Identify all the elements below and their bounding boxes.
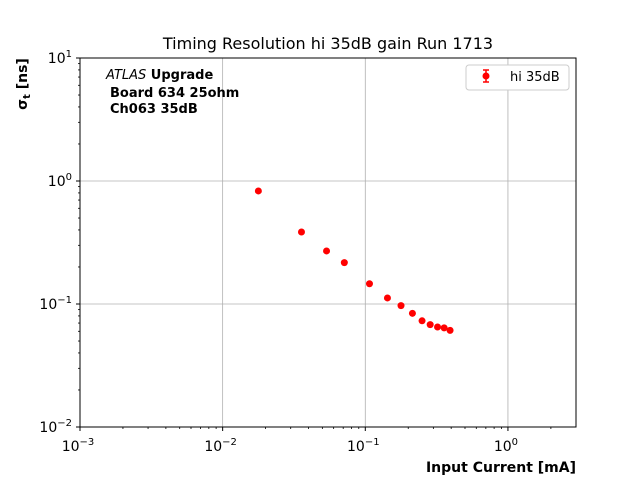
data-point	[365, 280, 373, 288]
data-point	[434, 323, 442, 331]
atlas-annotation: ATLAS Upgrade Board 634 25ohm Ch063 35dB	[105, 68, 239, 117]
x-tick-label-exponent: −1	[365, 437, 380, 448]
data-point	[418, 317, 426, 325]
data-point	[408, 309, 416, 317]
y-tick-label-base: 10	[39, 420, 57, 436]
points-layer	[254, 187, 454, 334]
annotation-line-1: ATLAS Upgrade	[105, 68, 213, 83]
data-point	[426, 321, 434, 329]
annotation-line-2: Board 634 25ohm	[110, 86, 239, 101]
x-tick-label: 100	[494, 437, 518, 455]
y-tick-label-base: 10	[48, 174, 66, 190]
data-point	[446, 326, 454, 334]
data-point	[297, 228, 305, 236]
data-point	[323, 247, 331, 255]
x-tick-label: 10−2	[204, 437, 237, 455]
y-tick-label-exponent: 1	[66, 49, 72, 60]
y-axis-label-subscript: t	[22, 94, 33, 99]
data-point	[254, 187, 262, 195]
x-tick-label-base: 10	[347, 439, 365, 455]
legend-label: hi 35dB	[510, 70, 560, 85]
y-tick-label: 101	[48, 49, 72, 67]
legend-marker	[482, 72, 490, 80]
x-tick-label: 10−3	[62, 437, 95, 455]
annotation-upgrade: Upgrade	[146, 68, 213, 83]
legend: hi 35dB	[465, 64, 570, 91]
plot-frame	[79, 57, 577, 428]
data-point	[340, 259, 348, 267]
annotation-atlas: ATLAS	[105, 68, 146, 83]
y-tick-label-exponent: 0	[66, 172, 72, 183]
data-point	[383, 294, 391, 302]
x-tick-label-base: 10	[204, 439, 222, 455]
y-tick-label: 10−2	[39, 418, 72, 436]
y-axis-label-unit: [ns]	[15, 58, 31, 94]
x-tick-label: 10−1	[347, 437, 380, 455]
y-tick-label-base: 10	[48, 51, 66, 67]
grid-layer	[80, 58, 576, 427]
legend-box	[465, 64, 570, 91]
data-point	[440, 324, 448, 332]
y-axis-label: σt [ns]	[15, 58, 33, 110]
x-tick-label-exponent: −2	[222, 437, 237, 448]
x-tick-label-base: 10	[62, 439, 80, 455]
data-point	[397, 302, 405, 310]
x-axis-label: Input Current [mA]	[426, 460, 576, 476]
x-tick-label-exponent: 0	[512, 437, 518, 448]
y-tick-label: 100	[48, 172, 72, 190]
y-tick-label-exponent: −1	[57, 295, 72, 306]
annotation-line-3: Ch063 35dB	[110, 102, 198, 117]
chart-title: Timing Resolution hi 35dB gain Run 1713	[162, 34, 493, 53]
y-tick-label-exponent: −2	[57, 418, 72, 429]
y-axis-label-symbol: σ	[15, 99, 31, 110]
x-tick-label-base: 10	[494, 439, 512, 455]
y-tick-label: 10−1	[39, 295, 72, 313]
x-tick-label-exponent: −3	[80, 437, 95, 448]
y-tick-label-base: 10	[39, 297, 57, 313]
